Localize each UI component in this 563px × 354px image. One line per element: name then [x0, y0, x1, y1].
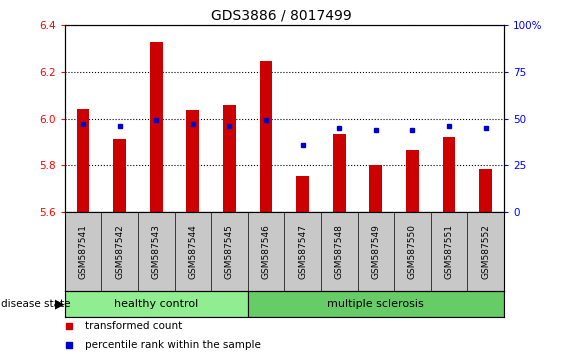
Text: GDS3886 / 8017499: GDS3886 / 8017499 [211, 9, 352, 23]
Text: GSM587541: GSM587541 [79, 224, 87, 279]
Bar [369, 166, 382, 212]
Bar [296, 176, 309, 212]
Bar [406, 150, 419, 212]
Text: GSM587550: GSM587550 [408, 224, 417, 279]
Bar [77, 109, 90, 212]
Text: GSM587544: GSM587544 [189, 224, 197, 279]
Text: GSM587545: GSM587545 [225, 224, 234, 279]
Text: GSM587542: GSM587542 [115, 224, 124, 279]
Text: transformed count: transformed count [84, 321, 182, 331]
Text: healthy control: healthy control [114, 299, 198, 309]
Bar [443, 137, 455, 212]
Bar [479, 169, 492, 212]
Text: GSM587548: GSM587548 [335, 224, 343, 279]
Text: GSM587546: GSM587546 [262, 224, 270, 279]
Text: GSM587551: GSM587551 [445, 224, 453, 279]
Text: multiple sclerosis: multiple sclerosis [328, 299, 424, 309]
Text: percentile rank within the sample: percentile rank within the sample [84, 340, 260, 350]
Bar [113, 138, 126, 212]
Bar [333, 134, 346, 212]
Bar [248, 291, 504, 317]
Text: ▶: ▶ [55, 297, 65, 310]
Text: GSM587543: GSM587543 [152, 224, 160, 279]
Bar [223, 104, 236, 212]
Text: GSM587552: GSM587552 [481, 224, 490, 279]
Text: disease state: disease state [1, 299, 70, 309]
Text: GSM587549: GSM587549 [372, 224, 380, 279]
Bar [65, 291, 248, 317]
Bar [186, 110, 199, 212]
Text: GSM587547: GSM587547 [298, 224, 307, 279]
Bar [260, 61, 272, 212]
Bar [150, 42, 163, 212]
